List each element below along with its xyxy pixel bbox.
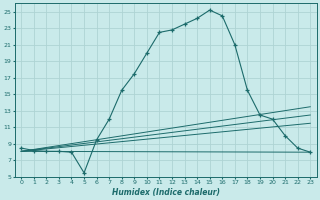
X-axis label: Humidex (Indice chaleur): Humidex (Indice chaleur) [112,188,220,197]
